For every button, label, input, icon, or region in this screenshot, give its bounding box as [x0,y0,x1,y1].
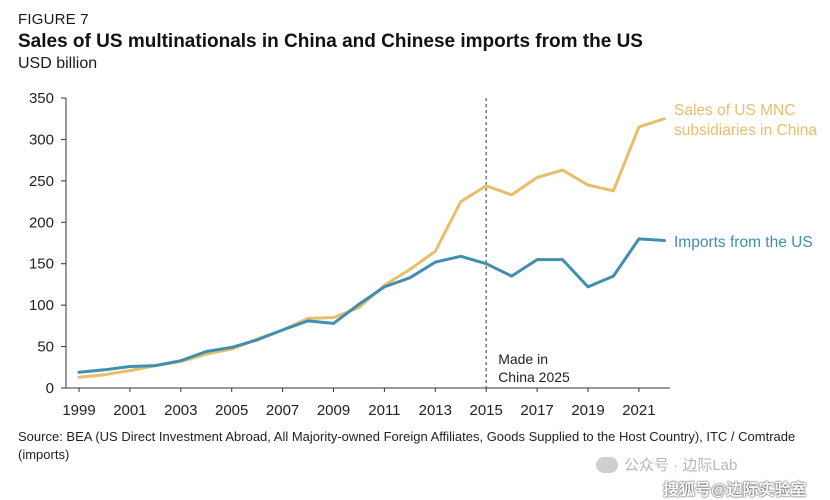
line-chart: 0 50 100 150 200 250 300 350 1999 2001 2003 2005 200… [29,90,817,419]
x-tick-label: 2013 [419,402,452,419]
figure-label: FIGURE 7 [18,11,89,28]
y-tick-label: 0 [46,380,54,397]
y-tick-label: 50 [37,339,54,356]
x-tick-label: 2021 [622,402,655,419]
chart-subtitle: USD billion [18,55,98,72]
x-tick-label: 2001 [113,402,146,419]
watermark-text-2: 搜狐号@边际实验室 [663,482,807,499]
series-line-imports [77,237,666,374]
annotation-label: Made in [498,351,548,367]
x-tick-label: 2015 [470,402,503,419]
y-tick-label: 100 [29,297,54,314]
annotation-label: China 2025 [498,369,570,385]
y-tick-label: 150 [29,256,54,273]
x-tick-label: 2019 [571,402,604,419]
series-line-sales [77,117,666,379]
x-tick-label: 1999 [62,402,95,419]
watermark-text: 公众号 · 边际Lab [596,454,737,475]
wechat-icon [596,457,618,473]
x-tick-label: 2017 [520,402,553,419]
watermark-label: 公众号 · 边际Lab [624,457,738,474]
chart-title: Sales of US multinationals in China and … [18,31,643,52]
x-tick-label: 2005 [215,402,248,419]
source-note: Source: BEA (US Direct Investment Abroad… [18,429,796,462]
y-tick-label: 200 [29,214,54,231]
y-tick-label: 250 [29,173,54,190]
series-label: Sales of US MNC [674,102,795,119]
series-label: Imports from the US [674,234,813,251]
x-tick-label: 2007 [266,402,299,419]
series-label: subsidiaries in China [674,122,817,139]
y-tick-label: 300 [29,131,54,148]
x-tick-label: 2011 [368,402,400,419]
x-tick-label: 2003 [164,402,197,419]
y-tick-label: 350 [29,90,54,107]
x-tick-label: 2009 [317,402,350,419]
